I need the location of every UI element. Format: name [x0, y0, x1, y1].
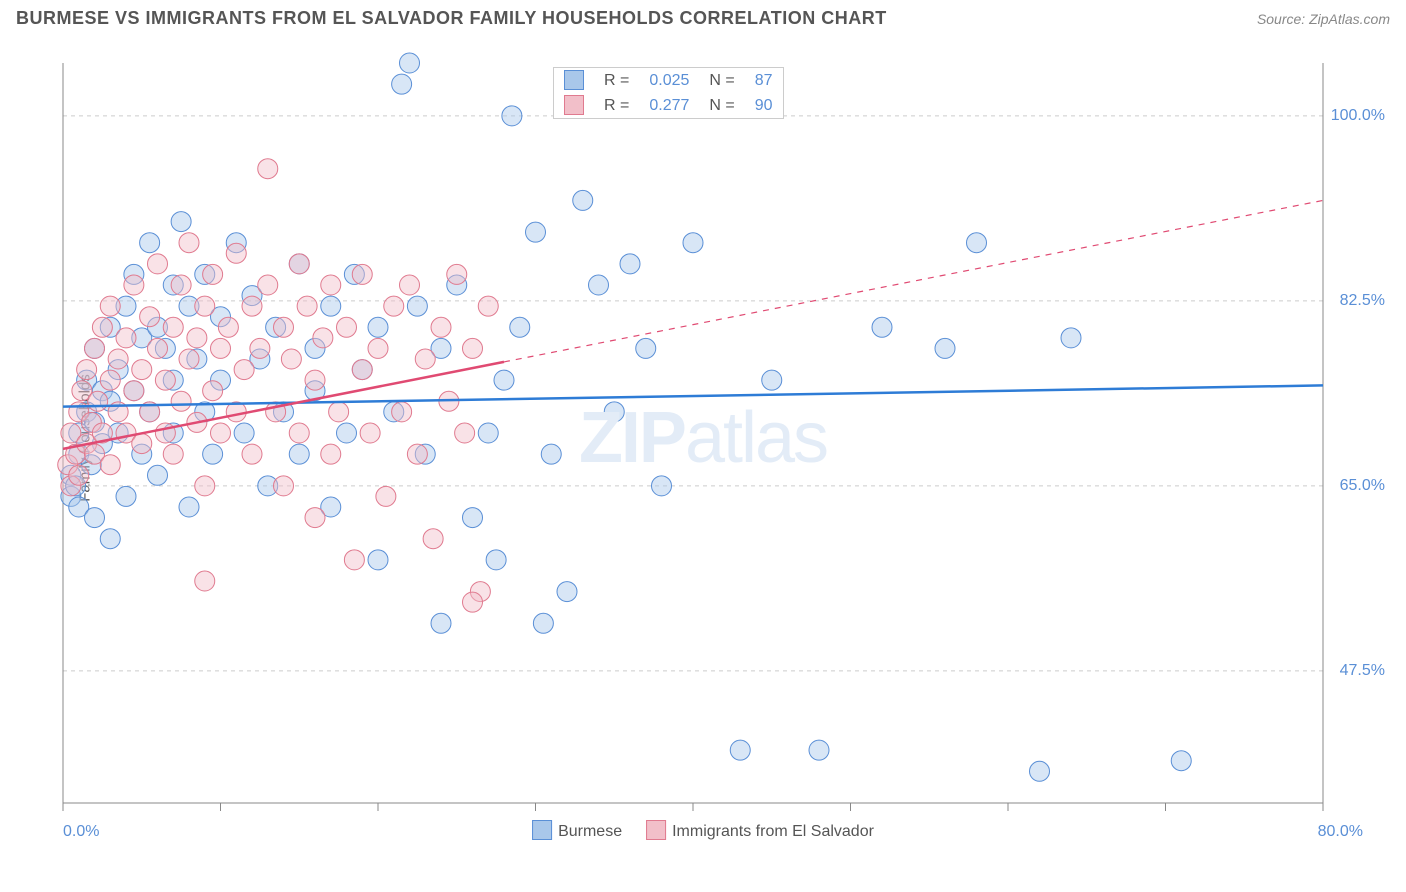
chart-container: Family Households ZIPatlas R = 0.025 N =… [13, 33, 1393, 843]
chart-title: BURMESE VS IMMIGRANTS FROM EL SALVADOR F… [16, 8, 887, 29]
legend-item: Burmese [532, 820, 622, 841]
source-label: Source: ZipAtlas.com [1257, 11, 1390, 27]
legend-item: Immigrants from El Salvador [646, 820, 874, 841]
scatter-chart [13, 33, 1393, 843]
bottom-legend: Burmese Immigrants from El Salvador [532, 820, 874, 841]
y-grid-label: 65.0% [1340, 477, 1385, 495]
y-grid-label: 47.5% [1340, 662, 1385, 680]
stat-legend-row: R = 0.277 N = 90 [554, 93, 783, 118]
stat-legend-row: R = 0.025 N = 87 [554, 68, 783, 93]
stat-legend: R = 0.025 N = 87 R = 0.277 N = 90 [553, 67, 784, 119]
y-grid-label: 100.0% [1331, 107, 1385, 125]
y-grid-label: 82.5% [1340, 292, 1385, 310]
x-axis-min-label: 0.0% [63, 823, 99, 841]
x-axis-max-label: 80.0% [1318, 823, 1363, 841]
